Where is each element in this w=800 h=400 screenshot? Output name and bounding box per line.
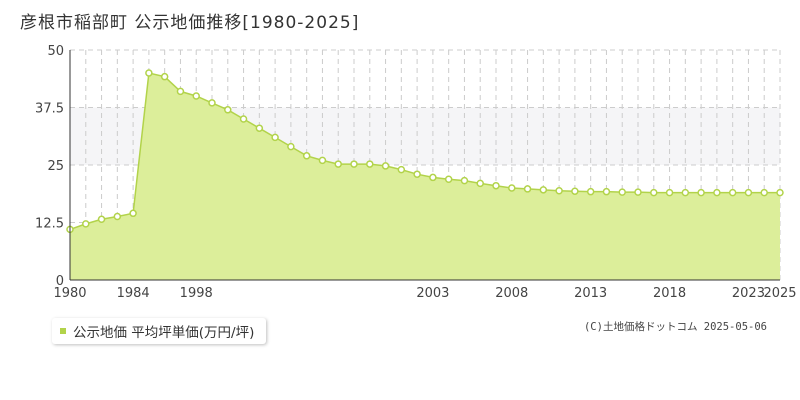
data-point (334, 160, 342, 168)
legend: 公示地価 平均坪単価(万円/坪) (52, 318, 267, 344)
data-point (555, 187, 563, 195)
y-tick-label: 12.5 (35, 217, 64, 232)
data-point (302, 152, 311, 160)
data-point (571, 187, 579, 195)
data-point (239, 115, 248, 123)
legend-label: 公示地価 平均坪単価(万円/坪) (73, 325, 255, 341)
x-tick-label: 2008 (495, 286, 528, 301)
data-point (713, 188, 721, 197)
x-tick-label: 1998 (180, 286, 213, 301)
data-point (618, 188, 626, 196)
data-point (744, 188, 753, 197)
x-tick-label: 2025 (763, 286, 796, 301)
data-point (476, 179, 484, 188)
legend-swatch (60, 328, 66, 334)
data-point (697, 188, 705, 197)
data-point (145, 69, 153, 77)
data-point (539, 186, 548, 194)
data-point (650, 188, 658, 197)
x-tick-label: 1980 (53, 286, 86, 301)
data-point (82, 220, 90, 228)
data-point (208, 99, 216, 107)
data-point (176, 87, 185, 96)
x-tick-label: 2013 (574, 286, 607, 301)
y-tick-label: 50 (47, 44, 64, 59)
data-point (366, 160, 374, 168)
data-point (287, 142, 295, 151)
data-point (397, 165, 406, 174)
data-point (460, 176, 469, 185)
data-point (113, 212, 122, 221)
data-point (224, 106, 232, 114)
y-tick-label: 25 (47, 159, 64, 174)
x-tick-label: 2018 (653, 286, 686, 301)
x-tick-label: 2003 (416, 286, 449, 301)
data-point (634, 188, 642, 196)
data-point (129, 209, 137, 218)
data-point (665, 188, 674, 197)
data-point (586, 187, 595, 196)
data-point (681, 188, 690, 197)
data-point (508, 184, 516, 192)
credit-text: (C)土地価格ドットコム 2025-05-06 (583, 321, 767, 333)
data-point (760, 188, 768, 197)
data-point (255, 124, 264, 132)
data-point (318, 156, 327, 165)
data-point (413, 170, 421, 178)
data-point (192, 92, 200, 100)
data-point (728, 188, 737, 197)
series-line (69, 72, 780, 231)
data-point (381, 162, 390, 170)
data-point (350, 160, 358, 168)
data-point (602, 187, 611, 196)
data-point (492, 181, 500, 190)
y-tick-label: 0 (56, 274, 64, 289)
data-point (523, 185, 532, 193)
data-point (271, 133, 279, 142)
data-point (429, 173, 437, 182)
data-point (160, 72, 169, 81)
series-area (69, 72, 780, 280)
y-tick-label: 37.5 (35, 102, 64, 117)
chart-title: 彦根市稲部町 公示地価推移[1980-2025] (20, 13, 360, 33)
data-point (444, 175, 453, 184)
y-tick-labels: 0 12.5 25 37.5 50 (35, 44, 64, 289)
x-tick-label: 1984 (117, 286, 150, 301)
series-markers (66, 69, 784, 234)
data-point (97, 215, 106, 224)
axes (69, 50, 780, 281)
x-tick-label: 2023 (732, 286, 765, 301)
data-point (776, 188, 784, 197)
